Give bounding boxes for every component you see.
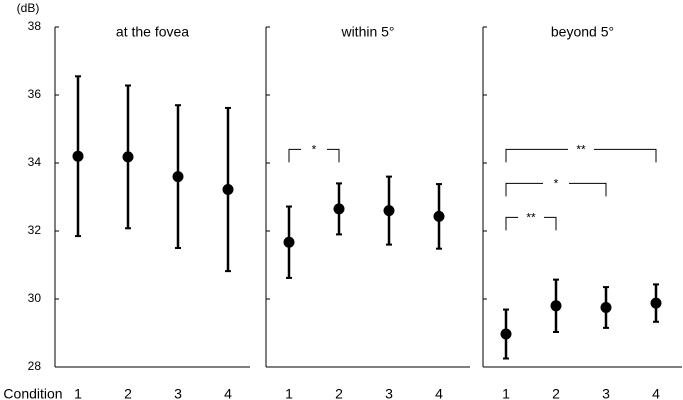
mean-dot <box>122 151 134 163</box>
mean-dot <box>172 171 184 183</box>
y-axis-label: (dB) <box>17 1 40 15</box>
x-tick-label: 3 <box>174 386 182 400</box>
y-tick-label: 34 <box>28 155 42 169</box>
x-tick-label: 1 <box>285 386 293 400</box>
panel-title: within 5° <box>340 24 394 40</box>
mean-dot <box>500 328 512 340</box>
x-tick-label: 2 <box>335 386 343 400</box>
significance-label: ** <box>526 211 536 225</box>
mean-dot <box>550 300 562 312</box>
x-tick-label: 2 <box>124 386 132 400</box>
label-bg <box>301 143 327 156</box>
mean-dot <box>283 236 295 248</box>
x-tick-label: 4 <box>435 386 443 400</box>
mean-dot <box>222 184 234 196</box>
y-tick-label: 28 <box>28 359 42 373</box>
x-tick-label: 2 <box>552 386 560 400</box>
mean-dot <box>433 210 445 222</box>
significance-label: * <box>312 143 317 157</box>
y-tick-label: 30 <box>28 291 42 305</box>
label-bg <box>518 211 544 224</box>
mean-dot <box>383 205 395 217</box>
x-tick-label: 4 <box>224 386 232 400</box>
x-axis-label: Condition <box>3 386 62 400</box>
x-tick-label: 3 <box>602 386 610 400</box>
x-tick-label: 3 <box>385 386 393 400</box>
mean-dot <box>333 203 345 215</box>
significance-label: ** <box>576 143 586 157</box>
significance-label: * <box>554 177 559 191</box>
label-bg <box>543 177 569 190</box>
panel-title: beyond 5° <box>551 24 614 40</box>
panel-title: at the fovea <box>116 24 189 40</box>
x-tick-label: 1 <box>502 386 510 400</box>
mean-dot <box>650 297 662 309</box>
mean-dot <box>72 150 84 162</box>
y-tick-label: 36 <box>28 87 42 101</box>
label-bg <box>568 143 594 156</box>
x-tick-label: 1 <box>74 386 82 400</box>
x-tick-label: 4 <box>652 386 660 400</box>
y-tick-label: 38 <box>28 19 42 33</box>
mean-dot <box>600 302 612 313</box>
y-tick-label: 32 <box>28 223 42 237</box>
